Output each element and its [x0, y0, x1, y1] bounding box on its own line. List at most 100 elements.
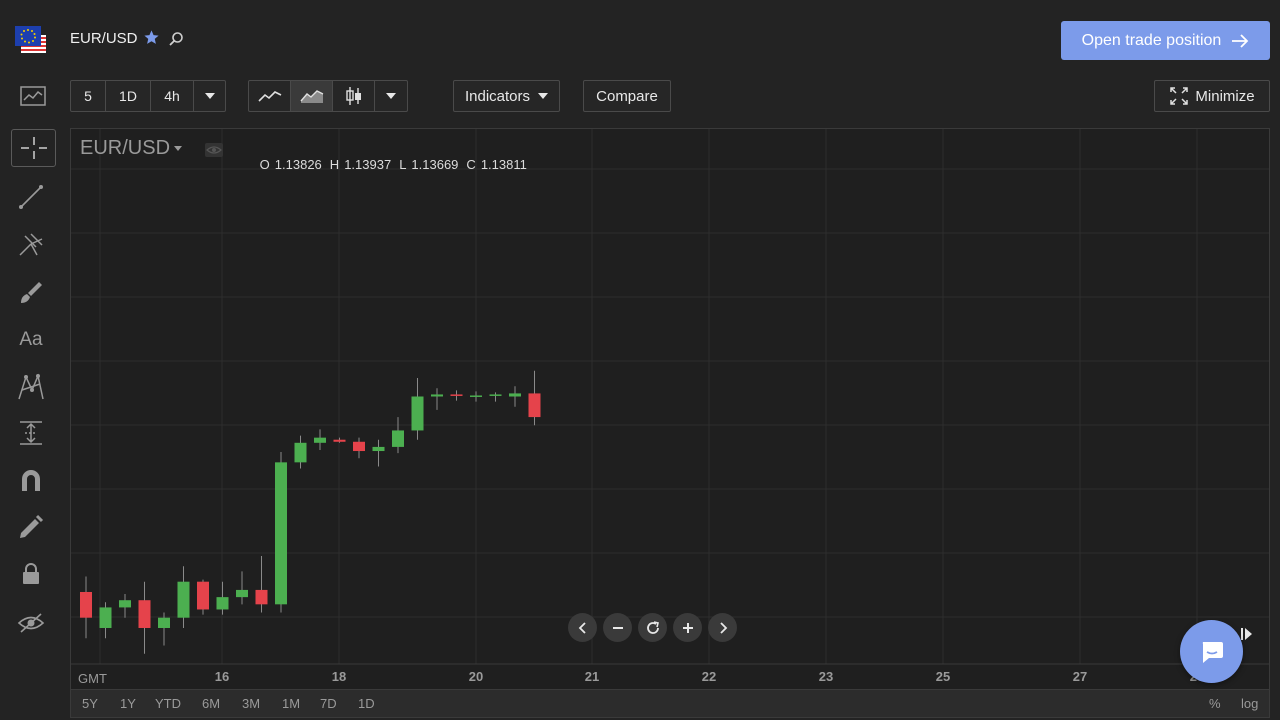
x-tick-label: 27: [1072, 669, 1088, 684]
timezone-label[interactable]: GMT: [78, 671, 107, 686]
chevron-down-icon: [538, 93, 549, 99]
hide-drawings-tool[interactable]: [14, 606, 48, 640]
pair-title: EUR/USD: [70, 30, 138, 47]
range-ytd[interactable]: YTD: [155, 696, 181, 711]
chat-button[interactable]: [1180, 620, 1243, 683]
pitchfork-tool[interactable]: [14, 227, 48, 261]
scroll-to-realtime-icon[interactable]: [1237, 625, 1257, 643]
chart-panel-icon[interactable]: [20, 86, 46, 106]
high-value: 1.13937: [344, 157, 392, 172]
arrow-right-icon: [1232, 33, 1249, 48]
chat-icon: [1202, 641, 1223, 663]
drawing-mode-tool[interactable]: [14, 510, 48, 544]
candle-body: [314, 437, 326, 443]
indicators-button[interactable]: Indicators: [453, 80, 560, 112]
indicators-label: Indicators: [464, 87, 531, 105]
chart-area[interactable]: EUR/USD O 1.13826 H 1.13937 L 1.13669 C 1.13811…: [70, 128, 1270, 690]
candlestick-chart-button[interactable]: [333, 81, 375, 111]
open-trade-label: Open trade position: [1081, 31, 1222, 49]
chevron-down-icon: [386, 93, 396, 99]
line-chart-button[interactable]: [249, 81, 291, 111]
candle: [294, 435, 307, 469]
candle: [353, 437, 365, 459]
candle-body: [431, 394, 443, 397]
candle-body: [333, 439, 346, 442]
scroll-left-button[interactable]: [568, 613, 597, 642]
candle: [177, 566, 190, 628]
chart-type-dropdown-button[interactable]: [375, 81, 407, 111]
interval-1d-button[interactable]: 1D: [106, 81, 151, 111]
star-icon[interactable]: [143, 29, 160, 46]
area-chart-icon: [299, 90, 323, 103]
candle: [528, 370, 541, 426]
eu-us-flag-icon: [15, 26, 46, 53]
candle: [119, 594, 131, 618]
interval-4h-button[interactable]: 4h: [151, 81, 194, 111]
pattern-tool[interactable]: [14, 370, 48, 404]
crosshair-icon: [20, 137, 47, 159]
percent-scale-toggle[interactable]: %: [1209, 696, 1221, 711]
minimize-button[interactable]: Minimize: [1154, 80, 1270, 112]
candle: [138, 581, 151, 654]
search-icon[interactable]: [168, 31, 184, 47]
open-value: 1.13826: [274, 157, 322, 172]
candle-body: [99, 607, 112, 628]
measure-tool[interactable]: [14, 416, 48, 450]
x-tick-label: 20: [468, 669, 484, 684]
candle: [509, 386, 521, 407]
reset-button[interactable]: [638, 613, 667, 642]
chevron-down-icon: [174, 146, 183, 151]
candle: [236, 571, 248, 605]
symbol-selector[interactable]: EUR/USD: [80, 137, 183, 160]
range-6m[interactable]: 6M: [202, 696, 221, 711]
compare-button[interactable]: Compare: [583, 80, 671, 112]
interval-dropdown-button[interactable]: [194, 81, 225, 111]
measure-icon: [20, 421, 42, 445]
interval-5-button[interactable]: 5: [71, 81, 106, 111]
candle-body: [450, 394, 463, 396]
close-key: C: [466, 157, 476, 172]
candle-body: [80, 591, 92, 618]
crosshair-tool[interactable]: [11, 129, 56, 167]
x-tick-label: 21: [584, 669, 600, 684]
pencil-lock-icon: [20, 514, 44, 538]
area-chart-button[interactable]: [291, 81, 333, 111]
candlestick-icon: [345, 87, 361, 105]
range-5y[interactable]: 5Y: [82, 696, 98, 711]
candle-body: [392, 430, 404, 447]
eye-icon[interactable]: [205, 143, 223, 157]
range-1y[interactable]: 1Y: [120, 696, 136, 711]
candle: [80, 576, 92, 639]
lock-tool[interactable]: [14, 557, 48, 591]
candle-body: [216, 597, 229, 610]
range-7d[interactable]: 7D: [320, 696, 337, 711]
symbol-label: EUR/USD: [80, 137, 171, 159]
scroll-right-button[interactable]: [708, 613, 737, 642]
trend-line-tool[interactable]: [14, 180, 48, 214]
candle: [333, 437, 346, 443]
log-scale-toggle[interactable]: log: [1241, 696, 1259, 711]
low-value: 1.13669: [411, 157, 459, 172]
brush-tool[interactable]: [14, 275, 48, 309]
candle: [99, 602, 112, 639]
candle-body: [509, 393, 521, 397]
line-chart-icon: [257, 91, 281, 102]
candlestick-chart[interactable]: [71, 129, 1269, 689]
text-tool[interactable]: Aa: [14, 323, 48, 357]
candle-body: [158, 617, 170, 628]
range-1d[interactable]: 1D: [358, 696, 375, 711]
open-trade-position-button[interactable]: Open trade position: [1061, 21, 1270, 60]
plus-icon: [682, 622, 693, 633]
zoom-out-button[interactable]: [603, 613, 632, 642]
candle-body: [372, 446, 385, 452]
zoom-in-button[interactable]: [673, 613, 702, 642]
magnet-tool[interactable]: [14, 463, 48, 497]
range-1m[interactable]: 1M: [282, 696, 301, 711]
candle: [275, 452, 287, 613]
candle: [411, 377, 424, 440]
candle-body: [470, 395, 482, 397]
eye-off-icon: [17, 613, 45, 633]
range-3m[interactable]: 3M: [242, 696, 261, 711]
interval-selector: 5 1D 4h: [70, 80, 226, 112]
candle-body: [489, 394, 502, 396]
